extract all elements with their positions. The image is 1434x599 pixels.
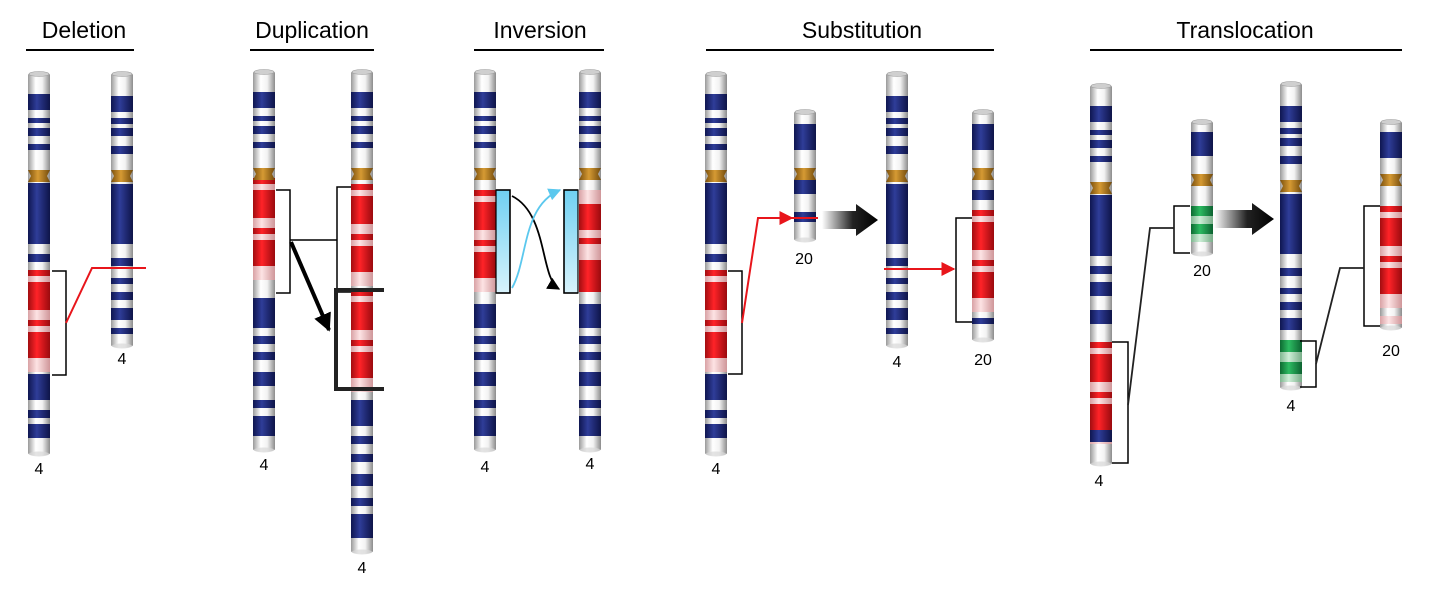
chromosome-deletion-4 (28, 71, 50, 457)
substitution-arrow-large (822, 204, 878, 236)
label-inv-1: 4 (481, 459, 490, 476)
label-inv-2: 4 (586, 456, 595, 473)
label-sub-1: 4 (712, 461, 721, 478)
substitution-red-line-1 (741, 211, 794, 324)
label-dup-1: 4 (260, 457, 269, 474)
label-del-2: 4 (118, 351, 127, 368)
inversion-highlight-right (563, 189, 579, 294)
translocation-bracket-left (1112, 341, 1129, 464)
chromosome-substitution-20 (794, 109, 816, 243)
chromosome-translocation-20 (1191, 119, 1213, 257)
chromosome-substitution-20-result (972, 109, 994, 343)
translocation-bracket-right (1363, 205, 1380, 327)
deletion-red-line (65, 267, 146, 324)
chromosome-inversion-4-inv (579, 69, 601, 453)
label-sub-2: 20 (795, 251, 813, 268)
title-inversion: Inversion (493, 17, 586, 43)
label-dup-2: 4 (358, 560, 367, 577)
label-trans-3: 4 (1287, 398, 1296, 415)
inversion-arrow-cyan (511, 188, 562, 289)
title-translocation: Translocation (1176, 17, 1313, 43)
duplication-arrow (289, 241, 331, 332)
chromosome-duplication-4 (253, 69, 275, 453)
chromosome-translocation-20-result (1380, 119, 1402, 331)
chromosomes (28, 69, 1402, 555)
substitution-bracket-left (728, 270, 743, 375)
chromosome-labels: 4 4 4 4 4 4 4 20 4 20 4 20 4 20 (35, 251, 1400, 577)
title-duplication: Duplication (255, 17, 369, 43)
inversion-highlight-left (495, 189, 511, 294)
duplication-bracket-duplicated (334, 288, 384, 391)
translocation-bracket-4 (1300, 340, 1317, 388)
substitution-bracket-right (955, 217, 972, 323)
chromosome-substitution-4-result (886, 71, 908, 349)
chromosome-translocation-4 (1090, 83, 1112, 467)
panel-titles: Deletion Duplication Inversion Substitut… (26, 17, 1402, 51)
chromosome-duplication-4-dup (351, 69, 373, 555)
chromosome-translocation-4-result (1280, 81, 1302, 391)
duplication-bracket-left (276, 189, 291, 294)
inversion-arrow-black (511, 195, 561, 290)
translocation-connector-2 (1315, 267, 1364, 365)
translocation-connector-1 (1127, 227, 1174, 406)
annotations (52, 186, 1380, 464)
chromosome-substitution-4 (705, 71, 727, 457)
duplication-bracket-right (336, 186, 351, 293)
label-sub-3: 4 (893, 354, 902, 371)
label-trans-4: 20 (1382, 343, 1400, 360)
label-trans-1: 4 (1095, 473, 1104, 490)
translocation-bracket-20 (1173, 205, 1190, 254)
label-trans-2: 20 (1193, 263, 1211, 280)
label-sub-4: 20 (974, 352, 992, 369)
translocation-arrow-large (1214, 203, 1274, 235)
deletion-bracket (52, 270, 67, 376)
chromosome-inversion-4 (474, 69, 496, 453)
label-del-1: 4 (35, 461, 44, 478)
title-substitution: Substitution (802, 17, 922, 43)
title-deletion: Deletion (42, 17, 126, 43)
chromosome-deletion-4-del (111, 71, 133, 349)
